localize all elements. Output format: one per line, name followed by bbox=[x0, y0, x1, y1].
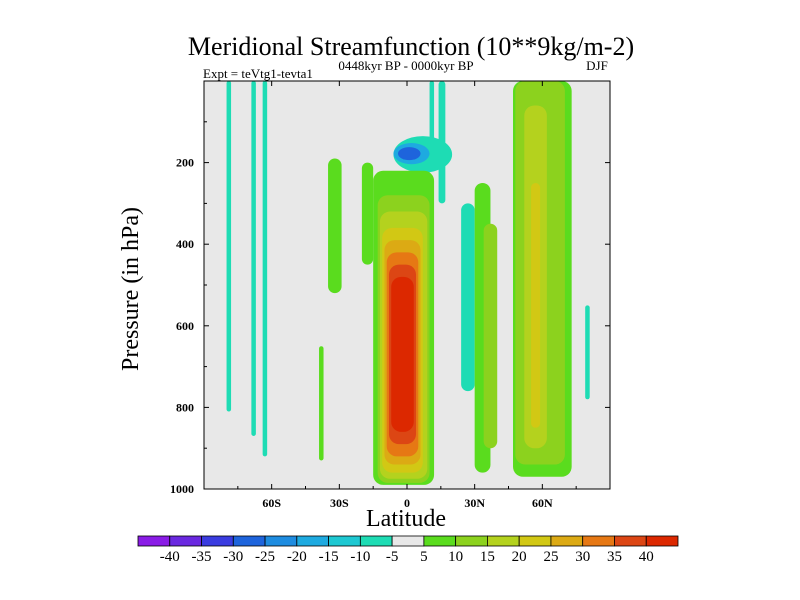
colorbar-box-13 bbox=[550, 535, 584, 547]
colorbar-label-9: 10 bbox=[448, 549, 463, 565]
x-tick-label-1: 30S bbox=[330, 496, 349, 510]
contour-region-3 bbox=[319, 346, 324, 461]
colorbar-label-4: -20 bbox=[287, 549, 307, 565]
colorbar-label-14: 35 bbox=[607, 549, 622, 565]
y-axis-label: Pressure (in hPa) bbox=[118, 207, 144, 371]
colorbar-box-2 bbox=[201, 535, 234, 547]
colorbar-label-10: 15 bbox=[480, 549, 495, 565]
contour-region-18 bbox=[531, 183, 541, 428]
x-tick-label-3: 30N bbox=[464, 496, 485, 510]
colorbar-box-6 bbox=[328, 535, 361, 547]
x-axis-label: Latitude bbox=[366, 506, 446, 532]
colorbar-box-10 bbox=[455, 535, 488, 547]
colorbar: -40 -35 -30 -25 -20 -15 -10 -5 5 10 15 20 25 30 35 40 bbox=[137, 535, 679, 565]
y-tick-label-1: 400 bbox=[176, 237, 194, 251]
colorbar-box-9 bbox=[423, 535, 457, 547]
colorbar-box-1 bbox=[169, 535, 202, 547]
colorbar-label-7: -5 bbox=[386, 549, 399, 565]
colorbar-box-15 bbox=[614, 535, 647, 547]
period-label: 0448kyr BP - 0000kyr BP bbox=[338, 58, 473, 73]
x-tick-label-4: 60N bbox=[532, 496, 553, 510]
contour-region-8 bbox=[397, 147, 421, 161]
contour-region-14 bbox=[585, 305, 590, 400]
colorbar-label-8: 5 bbox=[420, 549, 428, 565]
contour-region-26 bbox=[391, 276, 414, 432]
colorbar-box-5 bbox=[296, 535, 329, 547]
y-axis-ticks: 200 400 600 800 1000 bbox=[170, 121, 610, 496]
colorbar-label-12: 25 bbox=[543, 549, 558, 565]
colorbar-label-15: 40 bbox=[639, 549, 654, 565]
plot-area bbox=[203, 80, 611, 490]
colorbar-label-6: -10 bbox=[350, 549, 370, 565]
colorbar-box-8 bbox=[391, 535, 425, 547]
contour-region-0 bbox=[226, 81, 232, 412]
contour-region-1 bbox=[251, 81, 256, 436]
contour-region-13 bbox=[483, 223, 498, 449]
colorbar-box-12 bbox=[518, 535, 552, 547]
season-label: DJF bbox=[586, 58, 608, 73]
experiment-label: Expt = teVtg1-tevta1 bbox=[203, 66, 313, 81]
colorbar-label-1: -35 bbox=[192, 549, 212, 565]
colorbar-box-3 bbox=[232, 535, 266, 547]
colorbar-box-14 bbox=[582, 535, 615, 547]
colorbar-label-11: 20 bbox=[512, 549, 527, 565]
colorbar-label-0: -40 bbox=[160, 549, 180, 565]
y-tick-label-4: 1000 bbox=[170, 482, 194, 496]
colorbar-label-13: 30 bbox=[575, 549, 590, 565]
colorbar-box-4 bbox=[264, 535, 298, 547]
colorbar-box-11 bbox=[487, 535, 520, 547]
colorbar-box-7 bbox=[359, 535, 393, 547]
contour-region-4 bbox=[328, 158, 342, 294]
colorbar-box-0 bbox=[137, 535, 171, 547]
contour-region-9 bbox=[429, 81, 435, 143]
contour-region-2 bbox=[262, 81, 268, 457]
y-tick-label-0: 200 bbox=[176, 156, 194, 170]
y-tick-label-3: 800 bbox=[176, 400, 194, 414]
y-tick-label-2: 600 bbox=[176, 319, 194, 333]
colorbar-label-2: -30 bbox=[223, 549, 243, 565]
colorbar-label-5: -15 bbox=[319, 549, 339, 565]
x-axis-ticks: 60S 30S 0 30N 60N bbox=[237, 81, 577, 510]
chart-title: Meridional Streamfunction (10**9kg/m-2) bbox=[188, 32, 634, 61]
colorbar-label-3: -25 bbox=[255, 549, 275, 565]
colorbar-box-16 bbox=[645, 535, 679, 547]
contour-region-10 bbox=[438, 81, 446, 204]
x-tick-label-2: 0 bbox=[404, 496, 410, 510]
contour-region-11 bbox=[461, 203, 475, 392]
contour-region-5 bbox=[361, 162, 374, 265]
x-tick-label-0: 60S bbox=[262, 496, 281, 510]
